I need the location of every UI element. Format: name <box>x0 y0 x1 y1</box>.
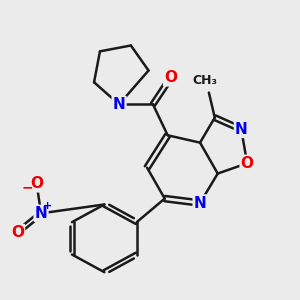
Text: O: O <box>11 225 24 240</box>
Text: CH₃: CH₃ <box>192 74 217 87</box>
Text: N: N <box>35 206 47 221</box>
Text: −: − <box>22 180 34 194</box>
Text: N: N <box>235 122 248 137</box>
Text: N: N <box>113 97 125 112</box>
Text: O: O <box>241 156 254 171</box>
Text: +: + <box>43 201 52 211</box>
Text: O: O <box>30 176 43 191</box>
Text: O: O <box>164 70 177 86</box>
Text: N: N <box>194 196 206 211</box>
